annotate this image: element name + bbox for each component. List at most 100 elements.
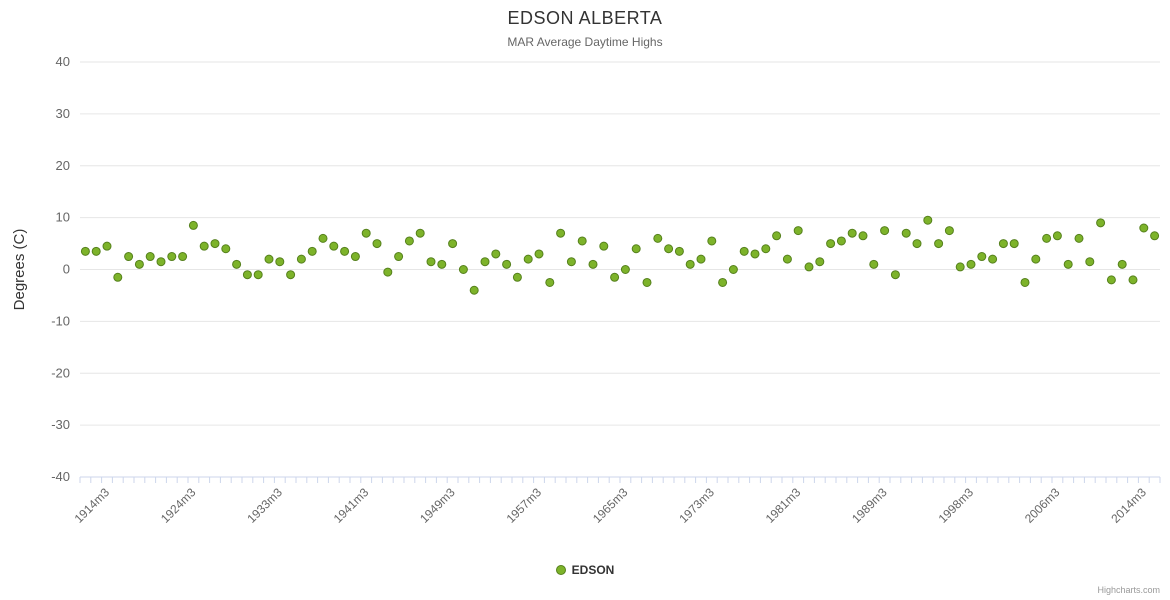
data-point[interactable] (1042, 233, 1052, 243)
data-point[interactable] (577, 236, 587, 246)
data-point[interactable] (1074, 233, 1084, 243)
data-point[interactable] (610, 272, 620, 282)
data-point[interactable] (966, 259, 976, 269)
data-point[interactable] (512, 272, 522, 282)
data-point[interactable] (296, 254, 306, 264)
legend-item-edson[interactable]: EDSON (0, 563, 1170, 577)
data-point[interactable] (955, 262, 965, 272)
data-point[interactable] (1150, 231, 1160, 241)
data-point[interactable] (91, 246, 101, 256)
data-point[interactable] (350, 252, 360, 262)
data-point[interactable] (620, 265, 630, 274)
data-point[interactable] (80, 246, 90, 256)
data-point[interactable] (599, 241, 609, 251)
data-point[interactable] (232, 259, 242, 269)
data-point[interactable] (178, 252, 188, 262)
data-point[interactable] (653, 233, 663, 243)
data-point[interactable] (1096, 218, 1106, 228)
data-point[interactable] (998, 239, 1008, 249)
data-point[interactable] (880, 226, 890, 236)
data-point[interactable] (1020, 277, 1030, 287)
data-point[interactable] (588, 259, 598, 269)
data-point[interactable] (977, 252, 987, 262)
data-point[interactable] (394, 252, 404, 262)
data-point[interactable] (869, 259, 879, 269)
data-point[interactable] (1031, 254, 1041, 264)
data-point[interactable] (826, 239, 836, 249)
data-point[interactable] (631, 244, 641, 254)
data-point[interactable] (890, 270, 900, 280)
data-point[interactable] (286, 270, 296, 280)
data-point[interactable] (696, 254, 706, 264)
data-point[interactable] (318, 233, 328, 243)
data-point[interactable] (469, 285, 479, 295)
data-point[interactable] (901, 228, 911, 238)
data-point[interactable] (242, 270, 252, 280)
data-point[interactable] (664, 244, 674, 254)
data-point[interactable] (1117, 259, 1127, 269)
data-point[interactable] (275, 257, 285, 267)
data-point[interactable] (134, 259, 144, 269)
data-point[interactable] (804, 262, 814, 272)
data-point[interactable] (415, 228, 425, 238)
data-point[interactable] (1106, 275, 1116, 285)
data-point[interactable] (728, 265, 738, 274)
data-point[interactable] (458, 265, 468, 274)
data-point[interactable] (102, 241, 112, 251)
data-point[interactable] (253, 270, 263, 280)
data-point[interactable] (113, 272, 123, 282)
data-point[interactable] (858, 231, 868, 241)
data-point[interactable] (167, 252, 177, 262)
data-point[interactable] (707, 236, 717, 246)
data-point[interactable] (944, 226, 954, 236)
data-point[interactable] (847, 228, 857, 238)
data-point[interactable] (523, 254, 533, 264)
data-point[interactable] (199, 241, 209, 251)
data-point[interactable] (307, 246, 317, 256)
data-point[interactable] (437, 259, 447, 269)
data-point[interactable] (836, 236, 846, 246)
data-point[interactable] (383, 267, 393, 277)
data-point[interactable] (361, 228, 371, 238)
data-point[interactable] (912, 239, 922, 249)
data-point[interactable] (534, 249, 544, 259)
data-point[interactable] (761, 244, 771, 254)
data-point[interactable] (210, 239, 220, 249)
data-point[interactable] (491, 249, 501, 259)
data-point[interactable] (1052, 231, 1062, 241)
data-point[interactable] (1009, 239, 1019, 249)
data-point[interactable] (750, 249, 760, 259)
data-point[interactable] (685, 259, 695, 269)
data-point[interactable] (718, 277, 728, 287)
data-point[interactable] (923, 215, 933, 225)
highcharts-credits-link[interactable]: Highcharts.com (1097, 585, 1160, 595)
data-point[interactable] (124, 252, 134, 262)
data-point[interactable] (566, 257, 576, 267)
data-point[interactable] (426, 257, 436, 267)
data-point[interactable] (264, 254, 274, 264)
data-point[interactable] (156, 257, 166, 267)
data-point[interactable] (739, 246, 749, 256)
data-point[interactable] (556, 228, 566, 238)
data-point[interactable] (674, 246, 684, 256)
data-point[interactable] (448, 239, 458, 249)
data-point[interactable] (815, 257, 825, 267)
data-point[interactable] (372, 239, 382, 249)
data-point[interactable] (1085, 257, 1095, 267)
data-point[interactable] (145, 252, 155, 262)
data-point[interactable] (340, 246, 350, 256)
data-point[interactable] (1128, 275, 1138, 285)
data-point[interactable] (545, 277, 555, 287)
data-point[interactable] (934, 239, 944, 249)
data-point[interactable] (1063, 259, 1073, 269)
data-point[interactable] (480, 257, 490, 267)
data-point[interactable] (772, 231, 782, 241)
data-point[interactable] (188, 220, 198, 230)
data-point[interactable] (782, 254, 792, 264)
data-point[interactable] (502, 259, 512, 269)
data-point[interactable] (1139, 223, 1149, 233)
data-point[interactable] (329, 241, 339, 251)
data-point[interactable] (404, 236, 414, 246)
data-point[interactable] (221, 244, 231, 254)
data-point[interactable] (793, 226, 803, 236)
